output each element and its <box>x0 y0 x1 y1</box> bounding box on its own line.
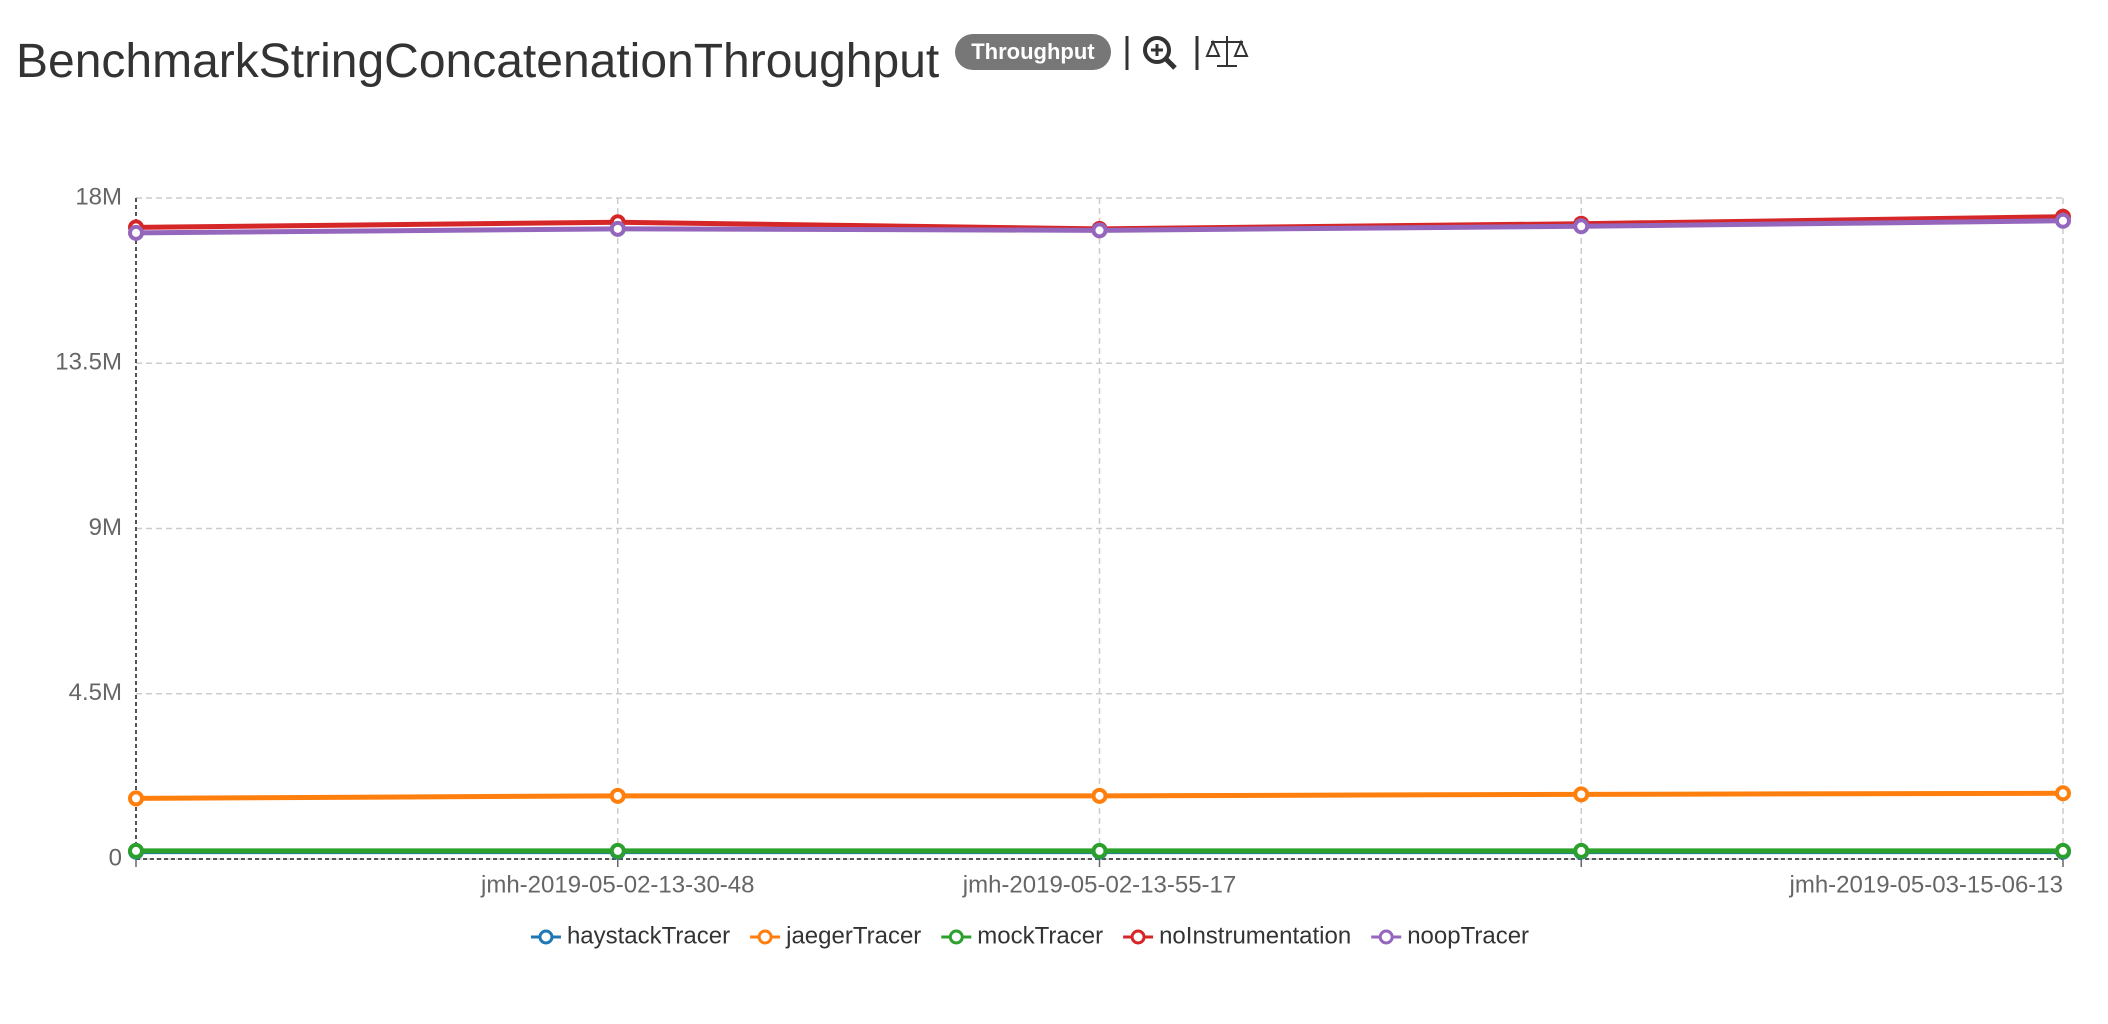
x-tick-label: jmh-2019-05-03-15-06-13 <box>1789 871 2064 898</box>
point <box>1573 218 1590 235</box>
y-tick-label: 18M <box>75 183 122 210</box>
point <box>1573 842 1590 859</box>
point <box>128 842 144 859</box>
y-tick-label: 13.5M <box>55 349 122 376</box>
point <box>2055 212 2071 229</box>
legend-marker <box>538 929 554 945</box>
point <box>1091 787 1108 804</box>
y-tick-label: 9M <box>89 514 122 541</box>
legend-item: noopTracer <box>1371 922 1529 949</box>
legend-marker <box>757 929 773 945</box>
legend-item: jaegerTracer <box>750 922 921 949</box>
point <box>128 790 144 807</box>
legend-label: mockTracer <box>977 922 1103 949</box>
legend-item: noInstrumentation <box>1123 922 1351 949</box>
y-tick-label: 4.5M <box>69 679 122 706</box>
title: BenchmarkStringConcatenationThroughput <box>16 35 940 88</box>
point <box>1573 786 1590 803</box>
legend-marker <box>948 929 964 945</box>
legend-item: haystackTracer <box>530 922 730 949</box>
legend-label: haystackTracer <box>567 922 730 949</box>
legend-label: noInstrumentation <box>1159 922 1351 949</box>
legend-item: mockTracer <box>941 922 1103 949</box>
point <box>128 224 144 241</box>
header: BenchmarkStringConcatenationThroughput T… <box>16 30 1251 94</box>
badge: Throughput <box>955 34 1111 70</box>
x-tick-label: jmh-2019-05-02-13-30-48 <box>480 871 755 898</box>
point <box>2055 842 2071 859</box>
legend-label: noopTracer <box>1407 922 1529 949</box>
zoom-icon[interactable] <box>1142 36 1177 70</box>
y-tick-label: 0 <box>109 844 122 871</box>
point <box>609 220 626 237</box>
toolbar <box>1125 36 1249 70</box>
point <box>609 842 626 859</box>
legend-marker <box>1378 929 1394 945</box>
point <box>609 787 626 804</box>
legend-label: jaegerTracer <box>785 922 921 949</box>
compare-icon[interactable] <box>1205 36 1249 67</box>
point <box>1091 842 1108 859</box>
point <box>1091 222 1108 239</box>
legend-marker <box>1130 929 1146 945</box>
point <box>2055 785 2071 802</box>
x-tick-label: jmh-2019-05-02-13-55-17 <box>962 871 1237 898</box>
